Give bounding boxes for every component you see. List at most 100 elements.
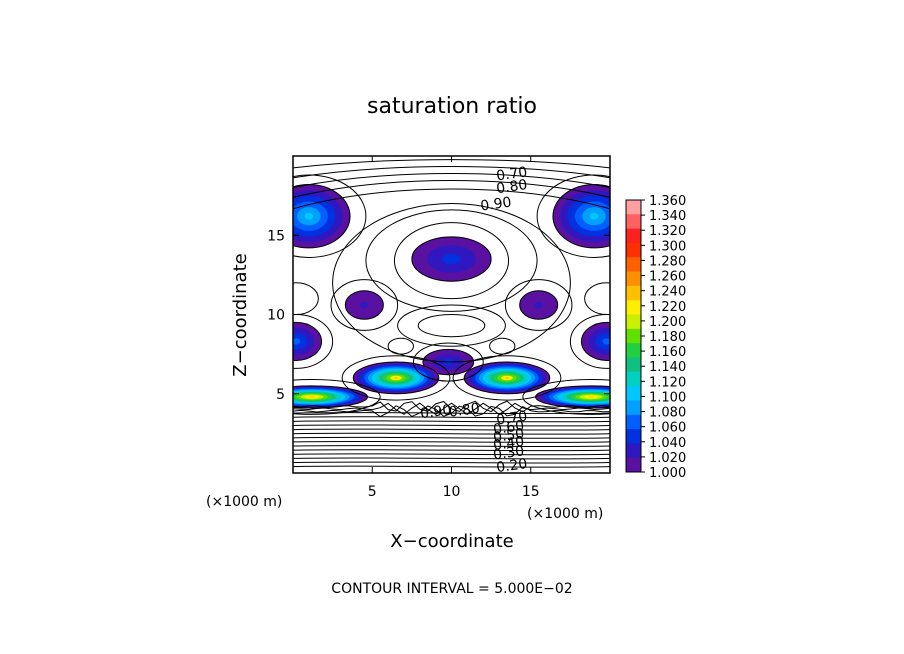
- contour-line: [293, 378, 381, 415]
- contour-line: [463, 361, 551, 395]
- contour-line: [412, 342, 484, 382]
- colorbar-swatch: [626, 257, 641, 273]
- y-tick-label: 10: [267, 308, 285, 324]
- contour-line: [293, 173, 610, 189]
- colorbar-swatch: [626, 300, 641, 316]
- colorbar-swatch: [626, 343, 641, 358]
- saturation-fill-band: [534, 301, 544, 309]
- colorbar-label: 1.180: [649, 330, 686, 345]
- saturation-fill-band: [393, 377, 399, 379]
- contour-line: [519, 290, 559, 320]
- colorbar-label: 1.240: [649, 285, 686, 300]
- contour-line: [293, 457, 610, 460]
- contour-line: [293, 436, 610, 439]
- contour-line: [293, 461, 610, 464]
- colorbar-swatch: [626, 314, 641, 330]
- colorbar-label: 1.220: [649, 300, 686, 315]
- contour-line: [417, 314, 486, 338]
- colorbar-label: 1.280: [649, 254, 686, 269]
- contour-line: [293, 166, 610, 179]
- contour-plot-area: 0.700.800.900.900.80 0.700.600.500.400.30…: [267, 155, 611, 500]
- colorbar-swatch: [626, 200, 641, 215]
- colorbar-swatch: [626, 400, 641, 416]
- colorbar: 1.3601.3401.3201.3001.2801.2601.2401.220…: [625, 194, 686, 481]
- contour-value-label: 0.90: [479, 194, 512, 214]
- colorbar-swatch: [626, 429, 641, 444]
- contour-value-label: 0.50: [492, 426, 525, 446]
- contour-line: [293, 321, 323, 361]
- contour-line: [332, 203, 571, 363]
- saturation-fill-band: [442, 253, 461, 265]
- contour-line: [293, 465, 610, 468]
- x-unit-left: (×1000 m): [206, 494, 282, 510]
- saturation-fill-band: [504, 377, 510, 379]
- contour-value-label: 0.40: [492, 434, 525, 454]
- x-unit-right: (×1000 m): [527, 506, 603, 522]
- colorbar-label: 1.300: [649, 239, 686, 254]
- chart-title: saturation ratio: [367, 94, 537, 119]
- contour-line: [344, 290, 384, 320]
- x-tick-label: 5: [368, 484, 377, 500]
- colorbar-label: 1.320: [649, 224, 686, 239]
- contour-line: [422, 348, 475, 376]
- colorbar-swatch: [626, 285, 641, 301]
- y-tick-label: 5: [276, 387, 285, 403]
- colorbar-swatch: [626, 457, 641, 473]
- saturation-fill-band: [293, 338, 301, 345]
- contour-line: [293, 453, 610, 456]
- contour-line: [504, 279, 573, 331]
- contour-interval-note: CONTOUR INTERVAL = 5.000E−02: [331, 581, 572, 597]
- saturation-fill-band: [359, 301, 369, 309]
- saturation-fill-band: [602, 338, 610, 345]
- saturation-fill-band: [304, 212, 314, 220]
- contour-line: [536, 174, 610, 258]
- contour-value-label: 0.80: [495, 177, 528, 197]
- contour-line: [397, 304, 506, 347]
- colorbar-label: 1.080: [649, 406, 686, 421]
- contour-value-label: 0.80: [448, 400, 481, 420]
- contour-line: [580, 321, 610, 361]
- y-axis-label: Z−coordinate: [230, 253, 251, 376]
- x-tick-label: 15: [522, 484, 540, 500]
- colorbar-swatch: [626, 328, 641, 344]
- contour-line: [293, 174, 367, 258]
- contour-line: [365, 209, 538, 312]
- x-axis-label: X−coordinate: [390, 531, 513, 552]
- colorbar-label: 1.000: [649, 466, 686, 481]
- contour-line: [293, 432, 610, 435]
- colorbar-swatch: [626, 371, 641, 387]
- colorbar-swatch: [626, 228, 641, 244]
- colorbar-swatch: [626, 242, 641, 258]
- contour-value-label: 0.60: [492, 418, 525, 438]
- contour-line: [352, 361, 440, 395]
- colorbar-label: 1.360: [649, 194, 686, 209]
- colorbar-swatch: [626, 357, 641, 373]
- contour-line: [293, 424, 610, 427]
- contour-line: [293, 428, 610, 431]
- colorbar-label: 1.160: [649, 345, 686, 360]
- contour-line: [293, 402, 610, 415]
- colorbar-swatch: [626, 414, 641, 430]
- contour-line: [341, 355, 451, 401]
- colorbar-swatch: [626, 443, 641, 459]
- colorbar-label: 1.100: [649, 390, 686, 405]
- contour-line: [293, 449, 610, 452]
- contour-line: [293, 445, 610, 448]
- saturation-fill-band: [589, 212, 599, 220]
- y-tick-label: 15: [267, 228, 285, 244]
- contour-line: [293, 179, 610, 198]
- saturation-fill-band: [588, 396, 594, 398]
- contour-value-label: 0.90: [419, 402, 452, 422]
- contour-line: [452, 355, 562, 401]
- colorbar-label: 1.200: [649, 315, 686, 330]
- colorbar-label: 1.020: [649, 451, 686, 466]
- contour-line: [330, 279, 399, 331]
- contour-line: [411, 236, 492, 282]
- colorbar-label: 1.060: [649, 421, 686, 436]
- contour-line: [293, 440, 610, 443]
- contour-line: [293, 420, 610, 423]
- contour-value-label: 0.30: [492, 443, 525, 463]
- contour-value-label: 0.70: [495, 164, 528, 184]
- contour-value-label: 0.70: [495, 408, 528, 428]
